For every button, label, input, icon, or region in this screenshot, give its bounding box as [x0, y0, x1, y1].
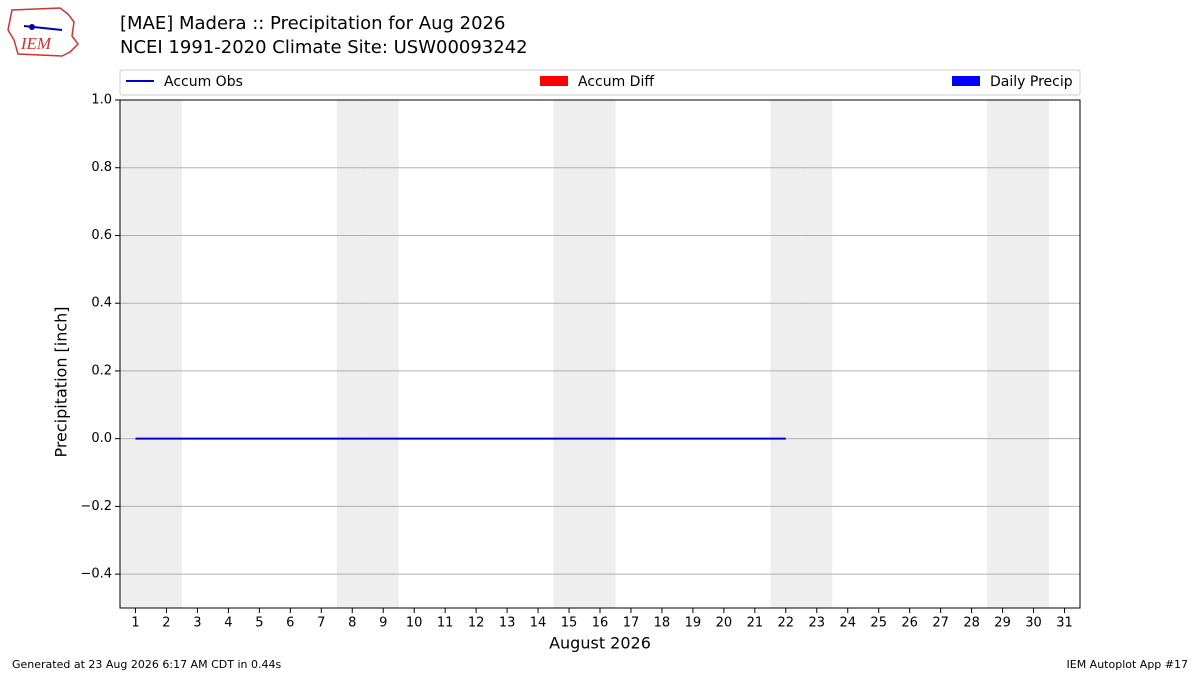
legend-swatch — [952, 76, 980, 86]
x-tick-label: 25 — [870, 616, 887, 631]
x-tick-label: 11 — [437, 616, 454, 631]
y-tick-label: 0.6 — [91, 228, 112, 243]
weekend-shade — [120, 100, 151, 608]
weekend-shade — [987, 100, 1019, 608]
x-tick-label: 17 — [623, 616, 640, 631]
weekend-shade — [367, 100, 399, 608]
legend-label: Accum Diff — [578, 74, 654, 90]
chart-subtitle: NCEI 1991-2020 Climate Site: USW00093242 — [120, 37, 528, 58]
chart-title: [MAE] Madera :: Precipitation for Aug 20… — [120, 13, 505, 34]
y-tick-label: 0.0 — [91, 431, 112, 446]
weekend-shade — [553, 100, 585, 608]
weekend-shade — [584, 100, 616, 608]
x-tick-label: 6 — [286, 616, 294, 631]
logo: IEM — [7, 7, 79, 57]
x-tick-label: 22 — [778, 616, 795, 631]
x-tick-label: 2 — [162, 616, 170, 631]
weekend-shade — [770, 100, 802, 608]
weekend-shade — [336, 100, 368, 608]
x-tick-label: 28 — [963, 616, 980, 631]
x-tick-label: 24 — [839, 616, 856, 631]
x-axis-label: August 2026 — [549, 634, 651, 653]
plot-frame — [119, 99, 1081, 609]
x-tick-label: 23 — [809, 616, 826, 631]
x-tick-label: 5 — [255, 616, 263, 631]
x-tick-label: 29 — [994, 616, 1011, 631]
x-tick-label: 7 — [317, 616, 325, 631]
x-tick-label: 19 — [685, 616, 702, 631]
x-tick-label: 16 — [592, 616, 609, 631]
y-tick-label: −0.2 — [80, 499, 112, 514]
x-tick-label: 20 — [716, 616, 733, 631]
x-tick-label: 26 — [901, 616, 918, 631]
legend-label: Accum Obs — [164, 74, 243, 90]
x-tick-label: 14 — [530, 616, 547, 631]
plot-area — [120, 99, 1080, 608]
y-tick-label: 1.0 — [91, 93, 112, 108]
x-tick-label: 9 — [379, 616, 387, 631]
x-tick-label: 13 — [499, 616, 516, 631]
legend-label: Daily Precip — [990, 74, 1073, 90]
x-tick-label: 10 — [406, 616, 423, 631]
logo-text: IEM — [20, 34, 52, 53]
y-tick-label: 0.4 — [91, 296, 112, 311]
x-tick-label: 4 — [224, 616, 232, 631]
weekend-shade — [150, 100, 182, 608]
x-tick-label: 27 — [932, 616, 949, 631]
x-tick-label: 3 — [193, 616, 201, 631]
y-axis-label: Precipitation [inch] — [52, 306, 71, 457]
y-tick-label: 0.2 — [91, 363, 112, 378]
weekend-shade — [1018, 100, 1050, 608]
legend — [119, 69, 1081, 96]
footer-left: Generated at 23 Aug 2026 6:17 AM CDT in … — [12, 658, 281, 671]
x-tick-label: 31 — [1056, 616, 1073, 631]
x-tick-label: 8 — [348, 616, 356, 631]
legend-swatch — [540, 76, 568, 86]
logo-mark — [29, 24, 35, 30]
x-tick-label: 12 — [468, 616, 485, 631]
y-tick-label: −0.4 — [80, 567, 112, 582]
x-tick-label: 30 — [1025, 616, 1042, 631]
logo-outline — [7, 7, 79, 57]
x-tick-label: 1 — [131, 616, 139, 631]
footer-right: IEM Autoplot App #17 — [1067, 658, 1189, 671]
x-tick-label: 15 — [561, 616, 578, 631]
x-tick-label: 18 — [654, 616, 671, 631]
x-tick-label: 21 — [747, 616, 764, 631]
weekend-shade — [801, 100, 833, 608]
legend-entries: Accum Obs Accum Diff Daily Precip — [126, 74, 1073, 90]
y-tick-label: 0.8 — [91, 160, 112, 175]
